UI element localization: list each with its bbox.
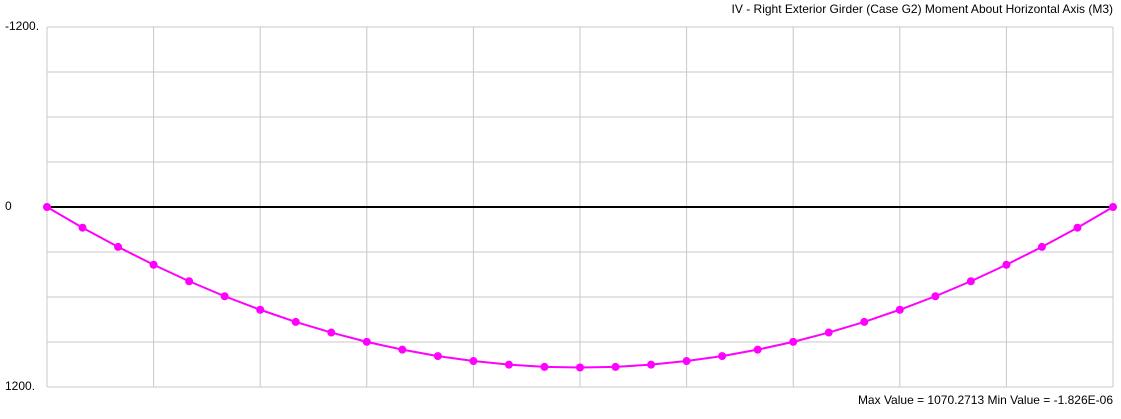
data-point: [540, 362, 549, 371]
data-point: [611, 362, 620, 371]
data-point: [149, 260, 158, 269]
data-point: [789, 337, 798, 346]
data-point: [78, 223, 87, 232]
data-point: [327, 328, 336, 337]
data-point: [1109, 203, 1117, 211]
data-point: [398, 345, 407, 354]
data-point: [718, 352, 727, 361]
data-point: [824, 328, 833, 337]
data-point: [682, 357, 691, 366]
data-point: [753, 345, 762, 354]
y-tick-label: -1200.: [5, 19, 39, 33]
chart-title: IV - Right Exterior Girder (Case G2) Mom…: [732, 2, 1113, 16]
data-point: [895, 305, 904, 314]
data-point: [220, 292, 229, 301]
data-point: [1002, 260, 1011, 269]
data-point: [1073, 223, 1082, 232]
data-point: [43, 203, 51, 211]
footer: Max Value = 1070.2713 Min Value = -1.826…: [858, 393, 1113, 407]
data-point: [860, 317, 869, 326]
data-point: [966, 277, 975, 286]
data-point: [576, 363, 584, 372]
data-point: [647, 360, 656, 369]
data-point: [1037, 242, 1046, 251]
data-point: [362, 337, 371, 346]
data-point: [469, 357, 478, 366]
data-point: [504, 360, 513, 369]
data-point: [185, 277, 194, 286]
data-point: [256, 305, 265, 314]
data-point: [433, 352, 442, 361]
y-tick-label: 0: [5, 199, 12, 213]
data-point: [931, 292, 940, 301]
data-point: [291, 317, 300, 326]
data-point: [114, 242, 123, 251]
y-tick-label: 1200.: [5, 379, 35, 393]
